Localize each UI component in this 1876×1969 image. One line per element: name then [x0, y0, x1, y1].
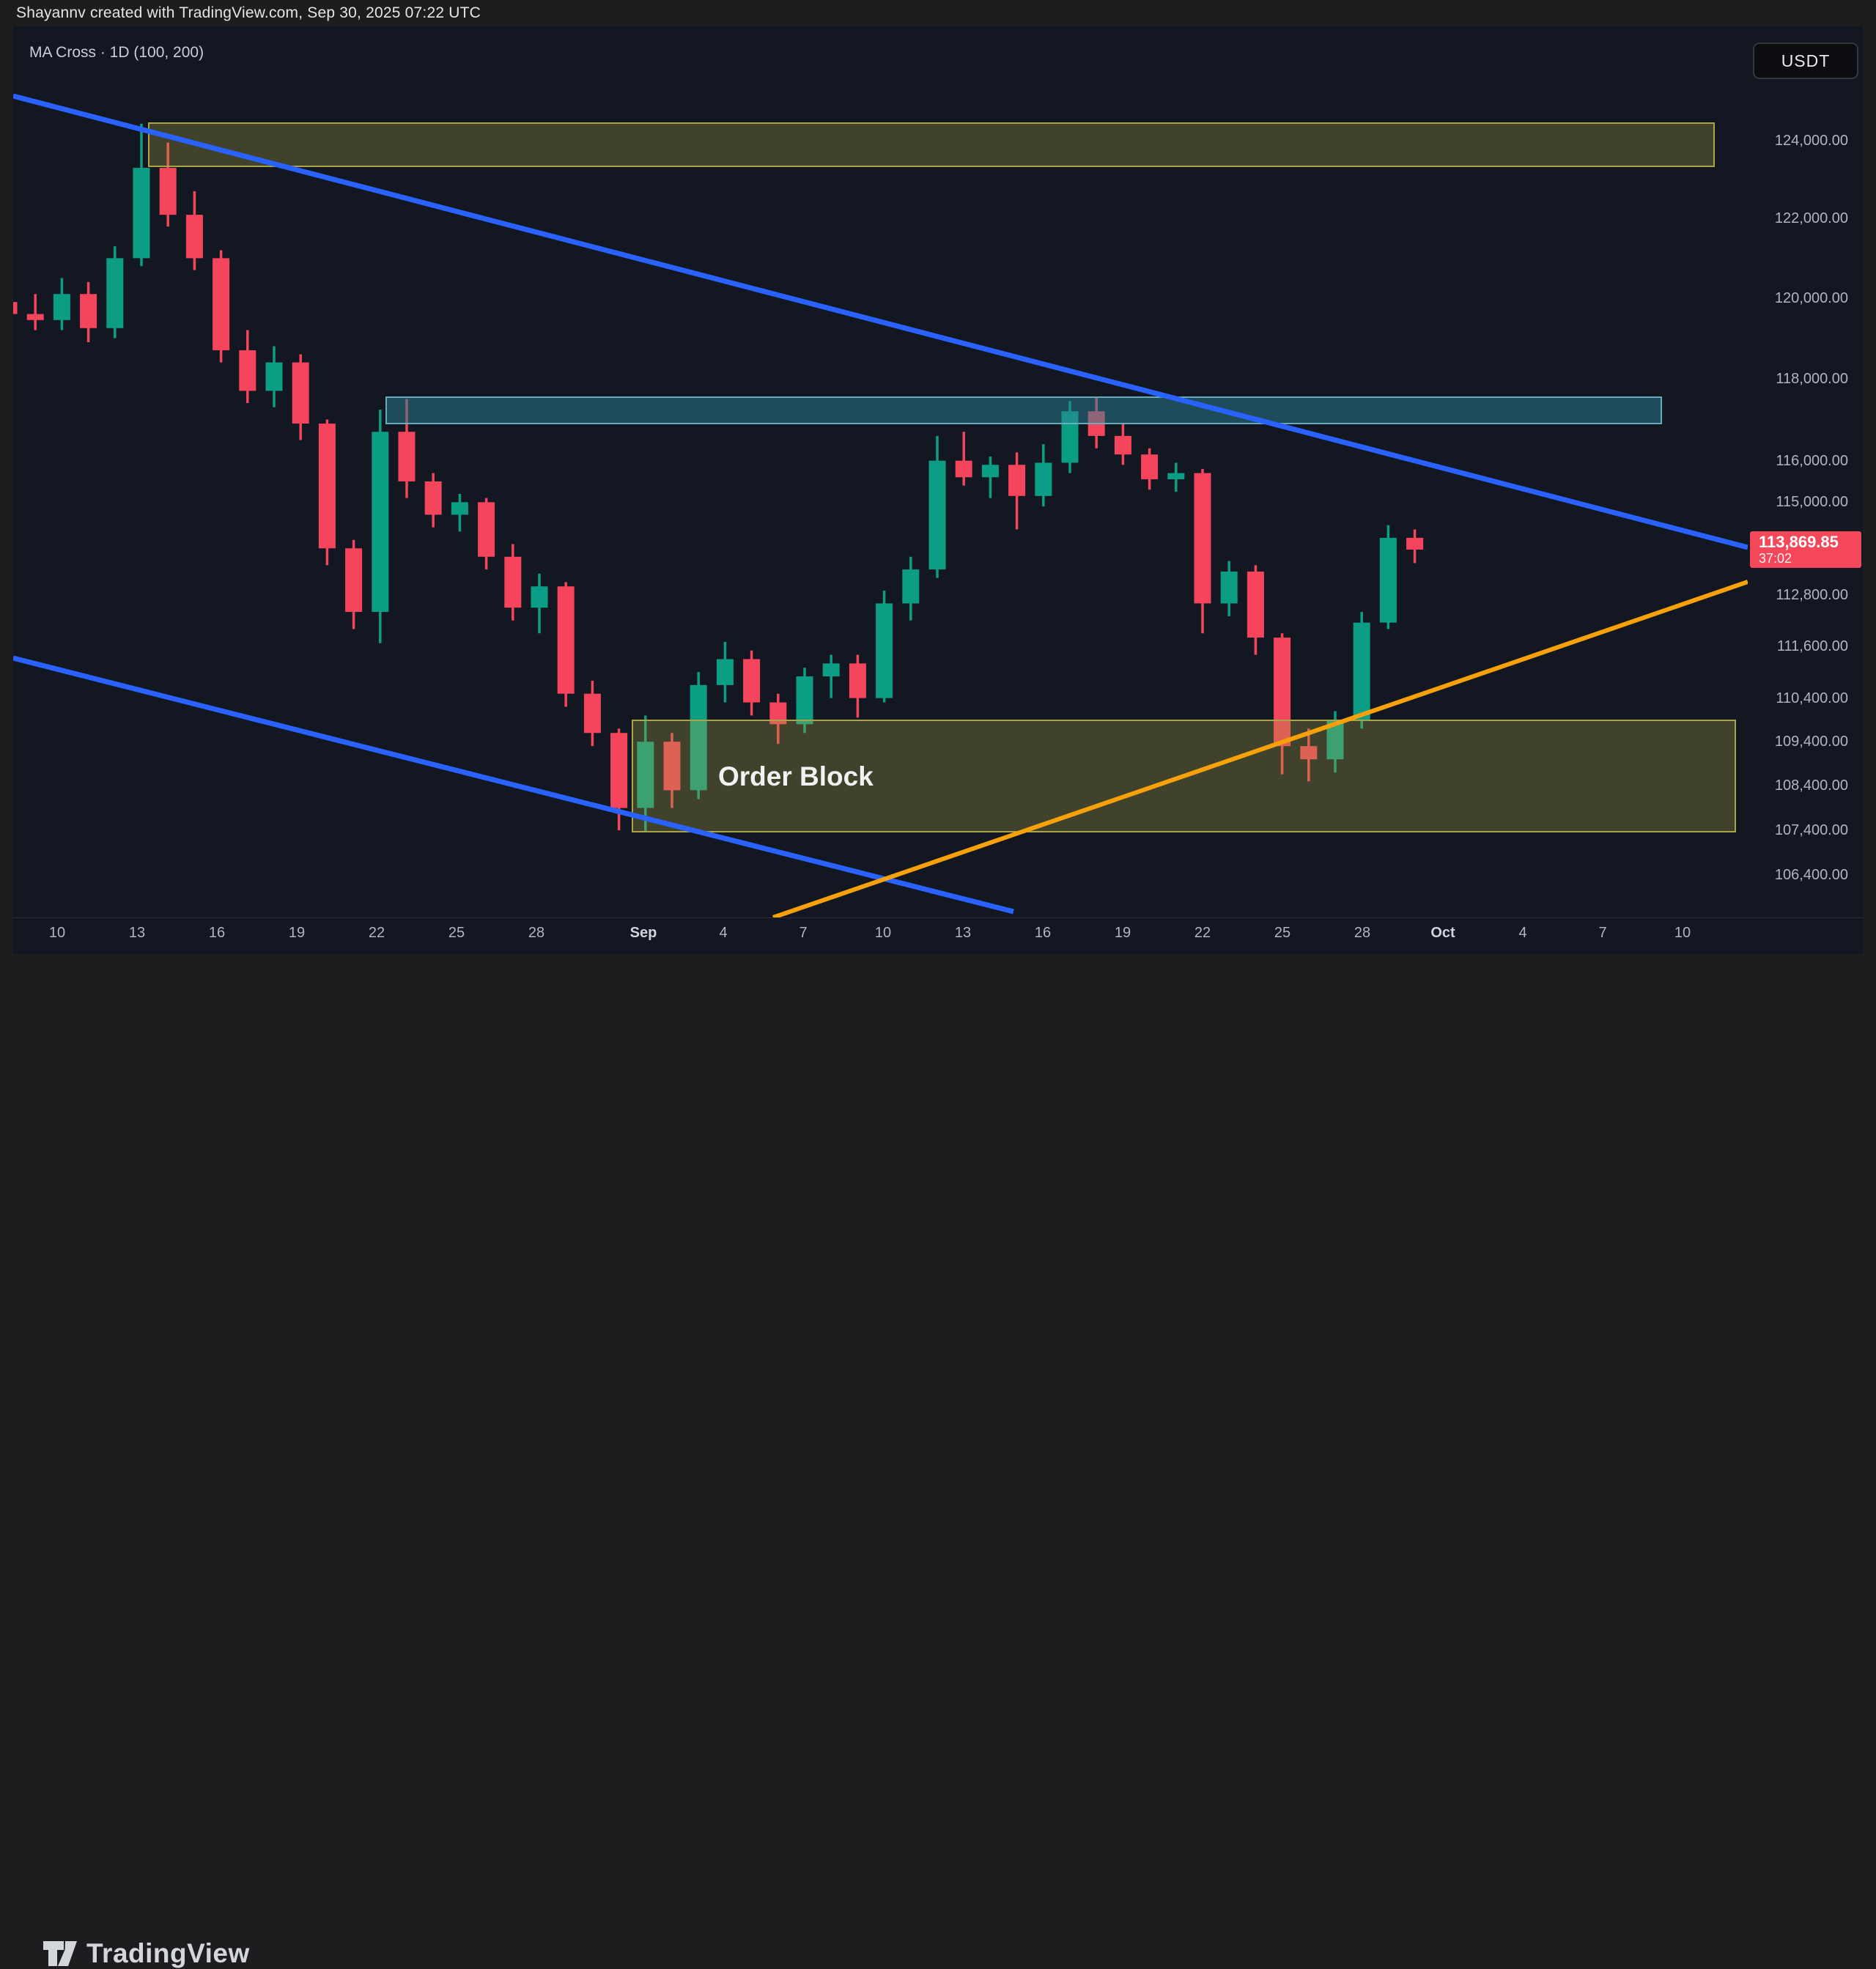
- bar-countdown: 37:02: [1759, 551, 1792, 566]
- time-tick-10: 10: [1674, 925, 1691, 941]
- time-tick-10: 10: [48, 925, 66, 941]
- time-tick-28: 28: [1354, 925, 1371, 941]
- time-tick-19: 19: [288, 925, 306, 941]
- time-tick-16: 16: [208, 925, 226, 941]
- price-tick-122000: 122,000.00: [1774, 210, 1848, 227]
- time-tick-19: 19: [1114, 925, 1131, 941]
- price-tick-110400: 110,400.00: [1776, 690, 1848, 706]
- footer-bar: TradingView: [0, 954, 1876, 1968]
- price-tick-115000: 115,000.00: [1776, 494, 1848, 511]
- price-tick-124000: 124,000.00: [1774, 133, 1848, 149]
- price-axis[interactable]: 124,000.00 122,000.00 120,000.00 118,000.00…: [0, 0, 1876, 1032]
- time-tick-sep: Sep: [629, 925, 657, 941]
- time-tick-28: 28: [528, 925, 545, 941]
- tradingview-logo-link[interactable]: TradingView: [43, 1938, 250, 1969]
- time-axis-separator: [13, 917, 1863, 918]
- price-tick-109400: 109,400.00: [1774, 734, 1848, 750]
- time-tick-7: 7: [1598, 925, 1607, 941]
- time-tick-oct: Oct: [1430, 925, 1455, 941]
- time-tick-25: 25: [448, 925, 465, 941]
- price-tick-112800: 112,800.00: [1776, 586, 1848, 603]
- time-tick-10: 10: [874, 925, 892, 941]
- time-tick-16: 16: [1034, 925, 1052, 941]
- time-tick-4: 4: [719, 925, 728, 941]
- tradingview-logo-text: TradingView: [86, 1938, 250, 1968]
- price-tick-120000: 120,000.00: [1774, 289, 1848, 306]
- price-tick-111600: 111,600.00: [1776, 638, 1848, 654]
- indicator-legend[interactable]: MA Cross · 1D (100, 200): [29, 44, 204, 61]
- snapshot-title-bar: Shayannv created with TradingView.com, S…: [0, 0, 1876, 26]
- time-tick-13: 13: [128, 925, 146, 941]
- price-tick-106400: 106,400.00: [1774, 867, 1848, 884]
- time-tick-25: 25: [1274, 925, 1291, 941]
- time-tick-22: 22: [1194, 925, 1211, 941]
- time-tick-7: 7: [799, 925, 808, 941]
- last-price-badge: 113,869.85 37:02: [1750, 531, 1861, 568]
- time-axis[interactable]: 10 13 16 19 22 25 28 Sep 4 7 10 13 16 19 22 25 28 Oct 4 7 10: [0, 0, 1876, 1032]
- price-tick-108400: 108,400.00: [1774, 777, 1848, 794]
- snapshot-title: Shayannv created with TradingView.com, S…: [16, 4, 481, 21]
- time-tick-4: 4: [1518, 925, 1527, 941]
- price-tick-107400: 107,400.00: [1774, 822, 1848, 838]
- last-price-value: 113,869.85: [1759, 533, 1839, 551]
- price-tick-118000: 118,000.00: [1776, 370, 1848, 387]
- price-tick-116000: 116,000.00: [1776, 452, 1848, 469]
- currency-toggle-button[interactable]: USDT: [1753, 43, 1858, 79]
- time-tick-22: 22: [368, 925, 385, 941]
- tradingview-logo-icon: [43, 1941, 77, 1966]
- time-tick-13: 13: [954, 925, 972, 941]
